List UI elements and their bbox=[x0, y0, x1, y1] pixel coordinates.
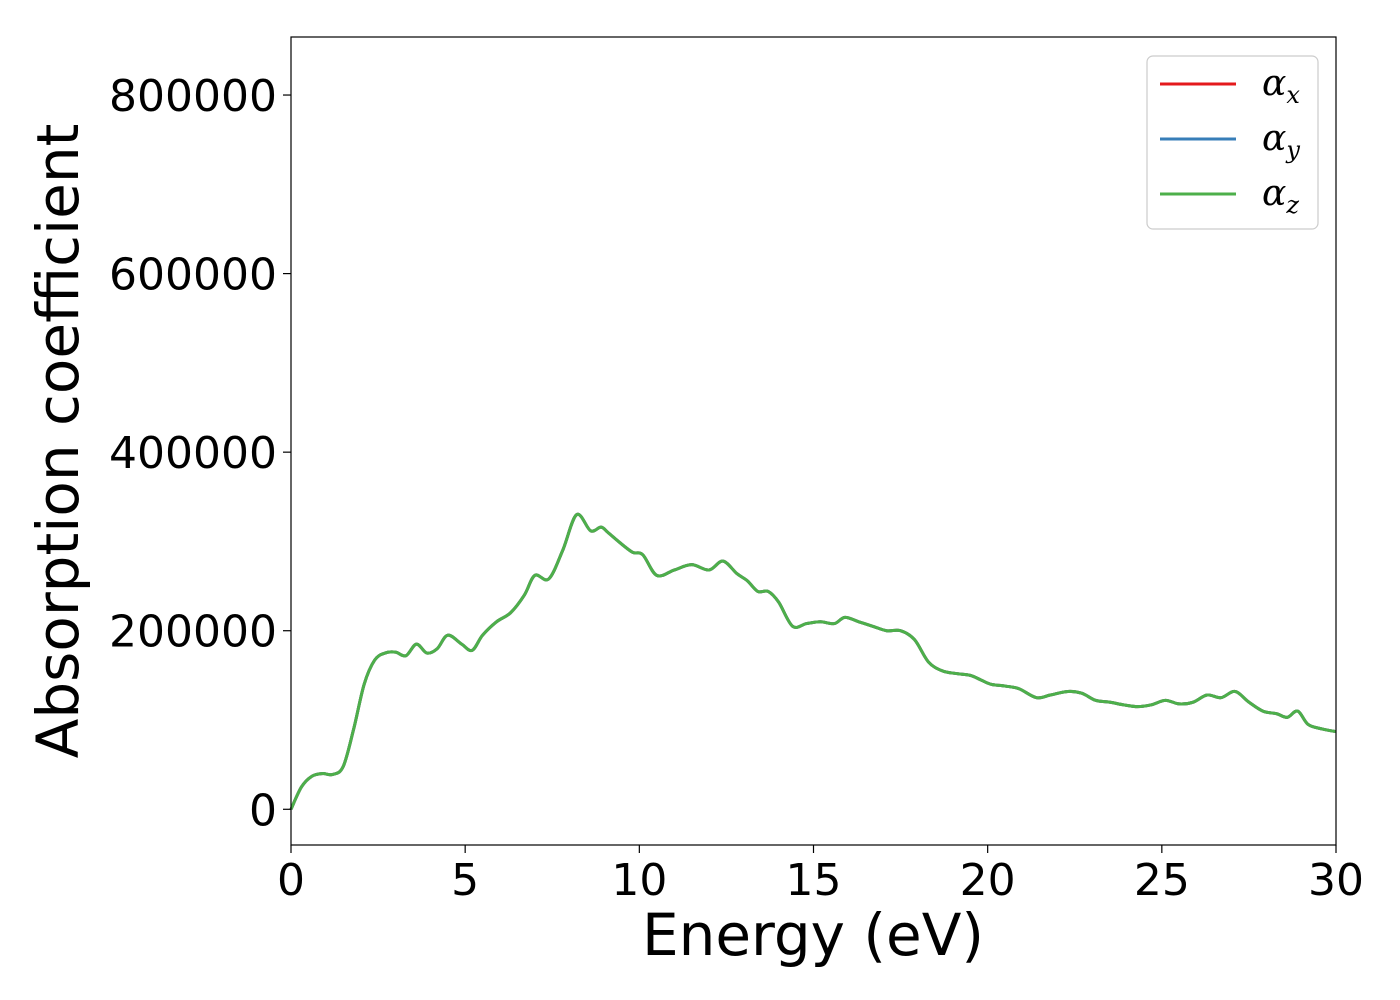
x-tick-label: 5 bbox=[451, 855, 479, 906]
x-tick-label: 0 bbox=[277, 855, 305, 906]
legend-label-z: αz bbox=[1262, 173, 1299, 219]
x-tick-label: 20 bbox=[960, 855, 1016, 906]
legend-label-x: αx bbox=[1262, 63, 1300, 109]
series-line-z bbox=[289, 512, 1337, 810]
x-tick-label: 30 bbox=[1308, 855, 1364, 906]
y-tick-label: 400000 bbox=[109, 428, 277, 479]
x-axis-title: Energy (eV) bbox=[642, 901, 984, 969]
y-axis: 0 200000 400000 600000 800000 bbox=[109, 71, 291, 836]
series-layer bbox=[289, 512, 1337, 810]
x-tick-label: 25 bbox=[1134, 855, 1190, 906]
x-tick-label: 15 bbox=[786, 855, 842, 906]
x-axis: 0 5 10 15 20 25 30 bbox=[277, 845, 1364, 906]
legend-label-y: αy bbox=[1262, 118, 1300, 164]
x-tick-label: 10 bbox=[611, 855, 667, 906]
y-axis-title: Absorption coefficient bbox=[24, 124, 92, 759]
y-tick-label: 600000 bbox=[109, 250, 277, 301]
legend: αx αy αz bbox=[1146, 55, 1319, 230]
y-tick-label: 800000 bbox=[109, 71, 277, 122]
y-tick-label: 0 bbox=[249, 785, 277, 836]
y-tick-label: 200000 bbox=[109, 607, 277, 658]
legend-box bbox=[1146, 55, 1319, 230]
